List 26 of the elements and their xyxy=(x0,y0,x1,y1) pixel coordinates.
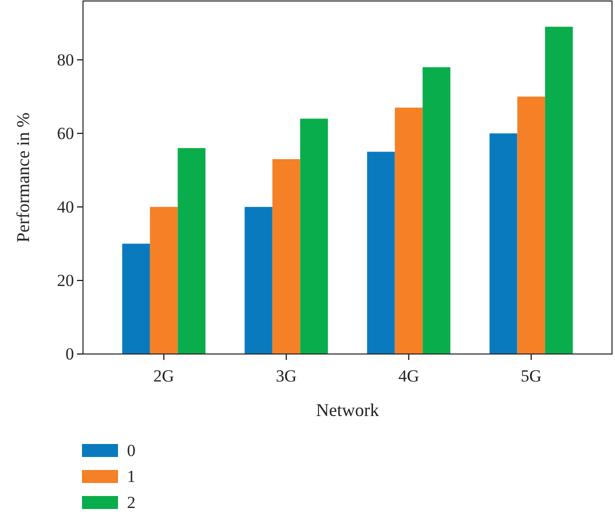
x-tick-label: 4G xyxy=(398,366,420,386)
x-tick-label: 2G xyxy=(153,366,174,386)
legend-label: 0 xyxy=(127,441,136,460)
bar xyxy=(545,26,573,354)
bar xyxy=(178,148,206,354)
x-tick-label: 5G xyxy=(520,366,542,386)
y-tick-label: 20 xyxy=(57,270,74,290)
legend-label: 1 xyxy=(127,467,136,486)
y-tick-label: 40 xyxy=(57,197,74,216)
bar xyxy=(300,118,328,354)
y-axis-title: Performance in % xyxy=(13,112,33,242)
bar xyxy=(490,133,518,354)
bar xyxy=(422,67,450,354)
y-tick-label: 0 xyxy=(66,344,74,364)
y-tick-label: 80 xyxy=(57,50,74,70)
bar xyxy=(394,108,423,354)
bar xyxy=(367,152,395,354)
x-tick-label: 3G xyxy=(276,366,297,386)
x-axis-title: Network xyxy=(316,400,379,420)
bar xyxy=(150,206,178,354)
y-tick-label: 60 xyxy=(57,124,74,143)
bar xyxy=(244,206,272,354)
bar xyxy=(122,244,150,354)
bar xyxy=(517,96,546,354)
bar xyxy=(272,159,300,354)
legend-label: 2 xyxy=(127,493,136,512)
